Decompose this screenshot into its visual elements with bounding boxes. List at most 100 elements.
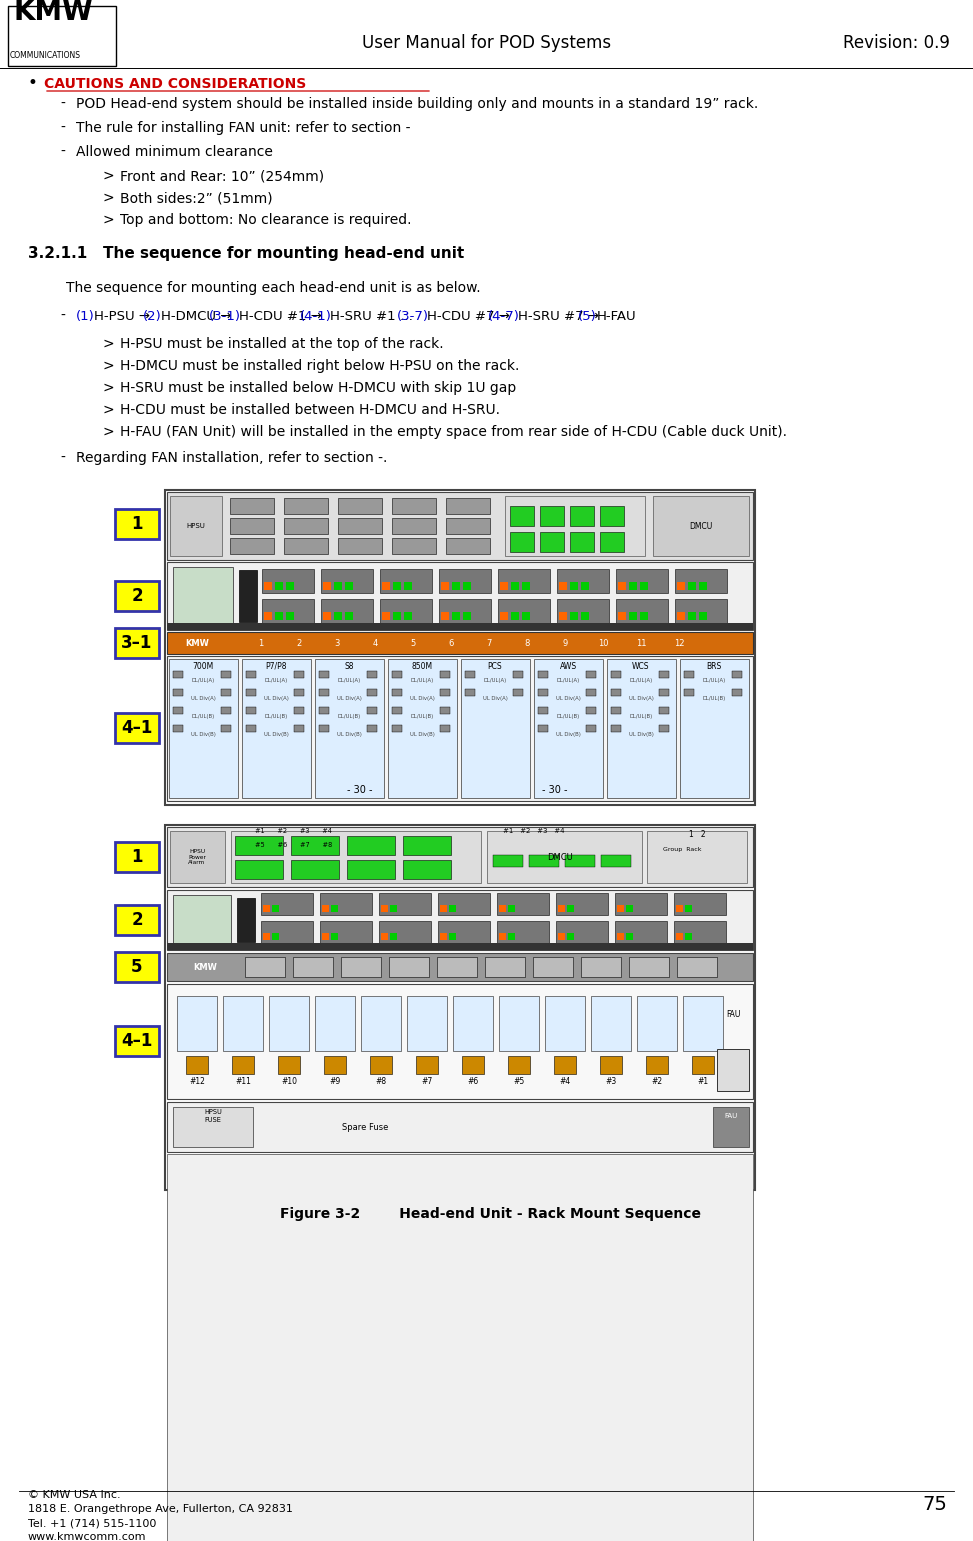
Bar xyxy=(232,1056,254,1074)
Text: (4-1): (4-1) xyxy=(300,310,332,324)
Bar xyxy=(331,932,338,940)
Text: CAUTIONS AND CONSIDERATIONS: CAUTIONS AND CONSIDERATIONS xyxy=(44,77,306,91)
Bar xyxy=(324,1056,346,1074)
Bar xyxy=(392,724,402,732)
Text: #1: #1 xyxy=(698,1077,708,1085)
Bar xyxy=(446,538,490,555)
Bar xyxy=(511,582,519,590)
Bar xyxy=(680,660,749,798)
Text: UL Div(B): UL Div(B) xyxy=(410,732,434,737)
Bar xyxy=(272,905,279,912)
Text: 1: 1 xyxy=(259,638,264,647)
Text: >: > xyxy=(102,404,114,418)
Text: >: > xyxy=(102,337,114,351)
Text: DL/UL(B): DL/UL(B) xyxy=(557,713,580,718)
Text: DL/UL(B): DL/UL(B) xyxy=(703,695,726,701)
Bar xyxy=(567,905,574,912)
Bar xyxy=(320,922,372,943)
Text: 700M: 700M xyxy=(193,661,214,670)
Text: Revision: 0.9: Revision: 0.9 xyxy=(844,34,950,52)
Bar xyxy=(629,612,637,619)
Text: 7: 7 xyxy=(486,638,491,647)
Bar xyxy=(341,957,381,977)
Text: UL Div(B): UL Div(B) xyxy=(629,732,654,737)
Bar xyxy=(381,932,388,940)
Text: AWS: AWS xyxy=(559,661,577,670)
Bar xyxy=(390,932,397,940)
Bar xyxy=(439,599,491,623)
Bar xyxy=(499,995,539,1051)
Bar xyxy=(629,957,669,977)
Bar xyxy=(173,670,183,678)
Bar xyxy=(676,905,683,912)
Bar xyxy=(286,582,294,590)
Text: H-DMCU must be installed right below H-PSU on the rack.: H-DMCU must be installed right below H-P… xyxy=(120,359,520,373)
Text: UL Div(B): UL Div(B) xyxy=(556,732,581,737)
Bar xyxy=(321,599,373,623)
Bar xyxy=(403,837,451,855)
Bar xyxy=(699,612,707,619)
Text: 2: 2 xyxy=(131,911,143,929)
Bar xyxy=(392,707,402,713)
Bar xyxy=(438,922,490,943)
Text: #12: #12 xyxy=(189,1077,205,1085)
Bar xyxy=(165,824,755,1190)
Bar xyxy=(262,569,314,593)
Bar xyxy=(294,707,304,713)
Bar xyxy=(272,932,279,940)
Bar xyxy=(498,569,550,593)
Bar xyxy=(115,629,159,658)
Bar xyxy=(322,932,329,940)
Bar xyxy=(291,837,339,855)
Bar xyxy=(581,582,589,590)
Bar xyxy=(465,670,475,678)
Bar xyxy=(361,995,401,1051)
Bar xyxy=(463,612,471,619)
Bar xyxy=(367,689,377,697)
Bar xyxy=(221,670,231,678)
Text: 850M: 850M xyxy=(412,661,433,670)
Bar xyxy=(640,612,648,619)
Bar xyxy=(684,670,694,678)
Text: >: > xyxy=(102,170,114,183)
Bar xyxy=(173,567,233,626)
Bar xyxy=(338,498,382,515)
Text: 4–1: 4–1 xyxy=(122,720,153,737)
Text: UL Div(B): UL Div(B) xyxy=(191,732,215,737)
Text: POD Head-end system should be installed inside building only and mounts in a sta: POD Head-end system should be installed … xyxy=(76,97,758,111)
Bar xyxy=(269,995,309,1051)
Bar xyxy=(167,656,753,801)
Bar xyxy=(167,985,753,1099)
Bar xyxy=(334,612,342,619)
Text: KMW: KMW xyxy=(193,963,217,971)
Bar xyxy=(294,689,304,697)
Bar xyxy=(640,582,648,590)
Bar xyxy=(173,895,231,945)
Bar xyxy=(449,932,456,940)
Bar xyxy=(676,932,683,940)
Bar xyxy=(499,905,506,912)
Text: 2: 2 xyxy=(131,587,143,606)
Bar xyxy=(440,707,450,713)
Text: UL Div(A): UL Div(A) xyxy=(337,695,361,701)
Text: #4: #4 xyxy=(559,1077,570,1085)
Bar xyxy=(626,905,633,912)
Bar xyxy=(685,905,692,912)
Bar xyxy=(230,538,274,555)
Text: DL/UL(A): DL/UL(A) xyxy=(265,678,288,683)
Text: #5: #5 xyxy=(514,1077,524,1085)
Bar xyxy=(510,532,534,552)
Text: Both sides:2” (51mm): Both sides:2” (51mm) xyxy=(120,191,272,205)
Bar xyxy=(264,582,272,590)
Bar xyxy=(611,707,621,713)
Bar xyxy=(286,612,294,619)
Bar xyxy=(586,689,596,697)
Bar xyxy=(601,855,631,868)
Bar xyxy=(570,582,578,590)
Bar xyxy=(382,582,390,590)
Bar xyxy=(692,1056,714,1074)
Text: >: > xyxy=(102,213,114,227)
Bar xyxy=(554,1056,576,1074)
Bar xyxy=(261,892,313,915)
Bar xyxy=(559,582,567,590)
